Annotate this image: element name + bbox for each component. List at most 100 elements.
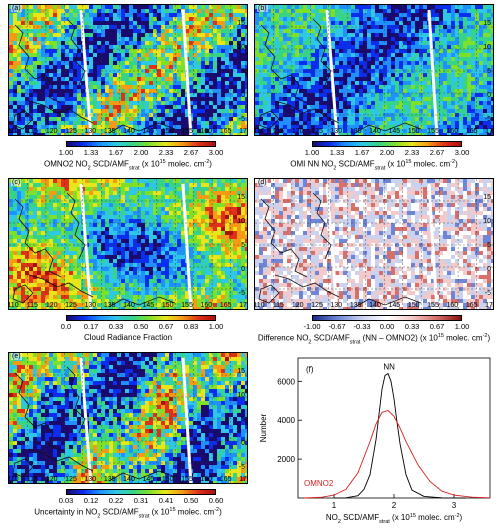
map-cell: [205, 9, 209, 13]
map-cell: [145, 179, 149, 183]
map-cell: [149, 191, 153, 195]
map-cell: [21, 89, 25, 93]
map-cell: [13, 77, 17, 81]
map-cell: [137, 187, 141, 191]
map-cell: [101, 179, 105, 183]
map-cell: [283, 45, 287, 49]
map-cell: [97, 191, 101, 195]
map-cell: [311, 97, 315, 101]
map-cell: [351, 21, 355, 25]
map-cell: [403, 13, 407, 17]
map-cell: [105, 109, 109, 113]
map-cell: [9, 85, 13, 89]
map-cell: [259, 21, 263, 25]
map-cell: [295, 117, 299, 121]
map-cell: [209, 85, 213, 89]
map-cell: [181, 109, 185, 113]
map-cell: [165, 61, 169, 65]
map-cell: [491, 5, 494, 9]
map-cell: [177, 57, 181, 61]
map-cell: [49, 73, 53, 77]
map-cell: [165, 37, 169, 41]
map-cell: [101, 21, 105, 25]
map-cell: [271, 33, 275, 37]
map-cell: [225, 105, 229, 109]
map-cell: [57, 57, 61, 61]
map-cell: [69, 61, 73, 65]
map-cell: [129, 81, 133, 85]
map-cell: [307, 89, 311, 93]
map-cell: [37, 61, 41, 65]
map-cell: [53, 57, 57, 61]
map-cell: [105, 195, 109, 199]
map-cell: [303, 53, 307, 57]
map-cell: [29, 231, 33, 235]
map-cell: [97, 85, 101, 89]
map-cell: [9, 227, 13, 231]
map-cell: [61, 93, 65, 97]
map-cell: [129, 53, 133, 57]
map-cell: [13, 61, 17, 65]
map-cell: [363, 85, 367, 89]
map-cell: [189, 179, 193, 183]
map-cell: [423, 21, 427, 25]
map-cell: [121, 227, 125, 231]
map-cell: [201, 57, 205, 61]
map-cell: [363, 57, 367, 61]
map-cell: [407, 41, 411, 45]
map-cell: [347, 9, 351, 13]
map-cell: [69, 219, 73, 223]
map-cell: [89, 223, 93, 227]
map-cell: [53, 41, 57, 45]
map-cell: [363, 93, 367, 97]
map-cell: [33, 73, 37, 77]
map-cell: [137, 77, 141, 81]
map-cell: [53, 195, 57, 199]
map-cell: [271, 45, 275, 49]
map-cell: [347, 65, 351, 69]
map-cell: [335, 33, 339, 37]
map-cell: [237, 101, 241, 105]
map-cell: [407, 105, 411, 109]
map-cell: [13, 227, 17, 231]
map-cell: [17, 17, 21, 21]
map-cell: [367, 105, 371, 109]
map-cell: [125, 17, 129, 21]
map-cell: [165, 227, 169, 231]
map-cell: [69, 105, 73, 109]
map-cell: [93, 223, 97, 227]
map-cell: [387, 57, 391, 61]
map-cell: [335, 73, 339, 77]
map-cell: [13, 93, 17, 97]
map-cell: [125, 235, 129, 239]
map-cell: [471, 29, 475, 33]
map-cell: [101, 65, 105, 69]
map-cell: [491, 117, 494, 121]
map-cell: [427, 81, 431, 85]
map-cell: [315, 5, 319, 9]
map-cell: [185, 17, 189, 21]
map-cell: [267, 5, 271, 9]
map-cell: [263, 13, 267, 17]
map-cell: [427, 121, 431, 125]
map-cell: [57, 37, 61, 41]
map-cell: [17, 49, 21, 53]
map-cell: [483, 5, 487, 9]
map-cell: [133, 215, 137, 219]
map-cell: [359, 65, 363, 69]
map-cell: [475, 109, 479, 113]
map-cell: [93, 81, 97, 85]
map-cell: [13, 81, 17, 85]
map-cell: [89, 89, 93, 93]
map-cell: [133, 187, 137, 191]
map-cell: [339, 29, 343, 33]
map-cell: [323, 37, 327, 41]
map-cell: [359, 57, 363, 61]
map-cell: [49, 203, 53, 207]
map-cell: [125, 105, 129, 109]
map-cell: [217, 93, 221, 97]
map-cell: [391, 121, 395, 125]
map-cell: [411, 73, 415, 77]
map-cell: [383, 13, 387, 17]
map-cell: [383, 45, 387, 49]
